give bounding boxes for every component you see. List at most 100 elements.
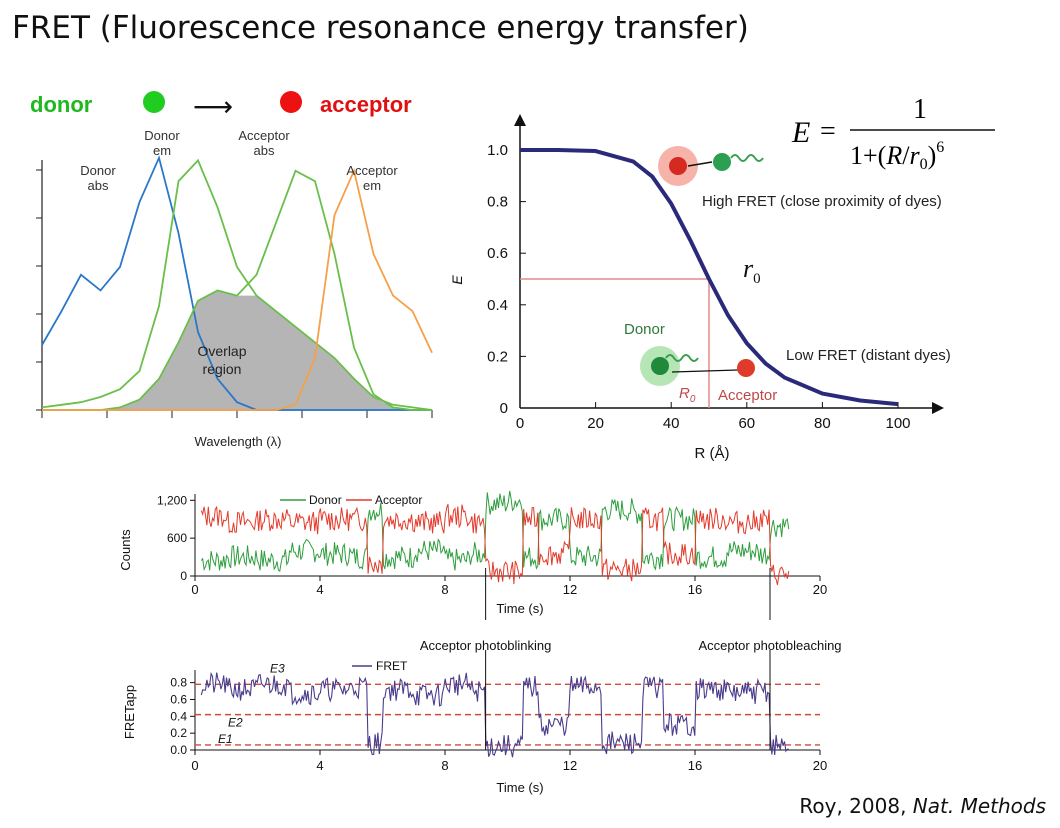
high-donor-dye-icon — [713, 153, 731, 171]
fret-x-tick-label: 8 — [441, 758, 448, 773]
level-label-E3: E3 — [270, 661, 285, 675]
high-fret-annotation: High FRET (close proximity of dyes) — [702, 193, 942, 210]
fret-y-tick-label: 0.4 — [170, 709, 187, 723]
low-acceptor-annotation: Acceptor — [718, 387, 777, 404]
fret-x-tick-label: 12 — [563, 758, 577, 773]
fret-x-tick-label: 16 — [688, 758, 702, 773]
low-squiggle-icon — [665, 354, 699, 362]
efficiency-chart: 0 0.2 0.4 0.6 0.8 1.0 0 20 40 60 80 100 R (Å) E r0 R0 Hi… — [449, 114, 951, 462]
acceptor-trace — [200, 504, 790, 586]
low-donor-dye-icon — [651, 357, 669, 375]
event-labels: Acceptor photoblinking Acceptor photoblea… — [420, 638, 842, 653]
spectra-x-label: Wavelength (λ) — [195, 434, 282, 449]
eff-x-tick-label: 60 — [738, 415, 755, 432]
eff-y-tick-label: 0 — [500, 400, 508, 417]
r0-subscript: 0 — [753, 271, 761, 287]
R0-axis-label: R0 — [679, 385, 696, 405]
counts-chart: 0 600 1,200 0 4 8 12 16 20 Counts Time (s) Donor Acc… — [118, 490, 827, 620]
curve-label-0-line2: abs — [88, 178, 109, 193]
eff-x-arrow-icon — [932, 402, 944, 414]
counts-x-tick-label: 12 — [563, 582, 577, 597]
fret-equation: E = 1 1+(R/r0)6 — [770, 80, 1030, 180]
overlap-label-line2: region — [203, 361, 242, 377]
fret-x-label: Time (s) — [496, 780, 543, 795]
eff-y-tick-label: 0.6 — [487, 245, 508, 262]
curve-label-3-line1: Acceptor — [346, 163, 398, 178]
counts-x-tick-label: 0 — [191, 582, 198, 597]
high-link-line — [687, 161, 713, 167]
counts-y-tick-label: 0 — [180, 569, 187, 583]
spectra-chart: DonorabsDonoremAcceptorabsAcceptoremOver… — [36, 128, 433, 449]
low-donor-annotation: Donor — [624, 321, 665, 338]
legend-acceptor-label: Acceptor — [375, 493, 422, 507]
curve-label-3-line2: em — [363, 178, 381, 193]
R0-subscript: 0 — [690, 394, 696, 405]
curve-label-1-line2: em — [153, 143, 171, 158]
low-acceptor-dye-icon — [737, 359, 755, 377]
efficiency-curve — [520, 148, 899, 407]
fret-x-tick-label: 4 — [316, 758, 323, 773]
fret-x-tick-label: 0 — [191, 758, 198, 773]
spectrum-line-3 — [42, 167, 433, 411]
acceptor-label: acceptor — [320, 92, 412, 117]
fret-y-tick-label: 0.0 — [170, 743, 187, 757]
counts-x-tick-label: 20 — [813, 582, 827, 597]
counts-x-tick-label: 16 — [688, 582, 702, 597]
curve-label-2-line2: abs — [254, 143, 275, 158]
eff-y-tick-label: 1.0 — [487, 142, 508, 159]
citation-journal: Nat. Methods — [912, 794, 1046, 818]
eff-y-label: E — [449, 275, 465, 285]
fret-y-label: FRETapp — [122, 685, 137, 739]
fret-chart: 0.0 0.2 0.4 0.6 0.8 0 4 8 12 16 20 FRETapp Time (s) E… — [122, 650, 827, 795]
event-label-1: Acceptor photobleaching — [698, 638, 841, 653]
low-fret-annotation: Low FRET (distant dyes) — [786, 347, 951, 364]
equation-numerator: 1 — [913, 94, 927, 125]
high-squiggle-icon — [730, 154, 764, 162]
eff-y-arrow-icon — [514, 114, 526, 126]
low-link-line — [671, 369, 739, 373]
equation-denominator: 1+(R/r0)6 — [850, 139, 944, 173]
legend-donor-label: Donor — [309, 493, 342, 507]
curve-label-1-line1: Donor — [144, 128, 180, 143]
counts-y-tick-label: 600 — [167, 531, 187, 545]
level-label-E2: E2 — [228, 716, 243, 730]
counts-x-tick-label: 8 — [441, 582, 448, 597]
eff-y-tick-label: 0.8 — [487, 194, 508, 211]
donor-trace — [200, 490, 790, 572]
spectrum-line-1 — [41, 158, 433, 411]
eff-x-tick-label: 20 — [587, 415, 604, 432]
fret-y-tick-label: 0.2 — [170, 726, 187, 740]
equation-equals: = — [820, 116, 836, 147]
eff-x-tick-label: 80 — [814, 415, 831, 432]
equation-lhs: E — [791, 116, 810, 149]
eff-x-label: R (Å) — [695, 445, 730, 462]
transfer-arrow-icon: ⟶ — [193, 91, 234, 122]
curve-label-2-line1: Acceptor — [238, 128, 290, 143]
fret-y-tick-label: 0.8 — [170, 676, 187, 690]
donor-label: donor — [30, 92, 93, 117]
fret-trace — [200, 671, 789, 758]
high-acceptor-dye-icon — [669, 157, 687, 175]
level-label-E1: E1 — [218, 732, 233, 746]
eff-x-tick-label: 40 — [663, 415, 680, 432]
overlap-region — [42, 290, 432, 410]
page-title: FRET (Fluorescence resonance energy tran… — [12, 10, 749, 46]
equation-svg: E = 1 1+(R/r0)6 — [791, 94, 995, 173]
counts-x-tick-label: 4 — [316, 582, 323, 597]
donor-dot-icon — [143, 91, 165, 113]
counts-y-label: Counts — [118, 529, 133, 571]
citation: Roy, 2008, Nat. Methods — [799, 794, 1046, 818]
citation-text: Roy, 2008, — [799, 794, 913, 818]
curve-label-0-line1: Donor — [80, 163, 116, 178]
overlap-label-line1: Overlap — [197, 343, 246, 359]
eff-y-tick-label: 0.4 — [487, 297, 508, 314]
eff-x-tick-label: 0 — [516, 415, 524, 432]
spectrum-line-0 — [41, 155, 432, 411]
fret-y-tick-label: 0.6 — [170, 692, 187, 706]
r0-label: r0 — [743, 254, 761, 287]
event-label-0: Acceptor photoblinking — [420, 638, 552, 653]
counts-x-label: Time (s) — [496, 601, 543, 616]
legend-fret-label: FRET — [376, 659, 408, 673]
fret-x-tick-label: 20 — [813, 758, 827, 773]
donor-acceptor-legend: donor ⟶ acceptor — [0, 84, 470, 124]
